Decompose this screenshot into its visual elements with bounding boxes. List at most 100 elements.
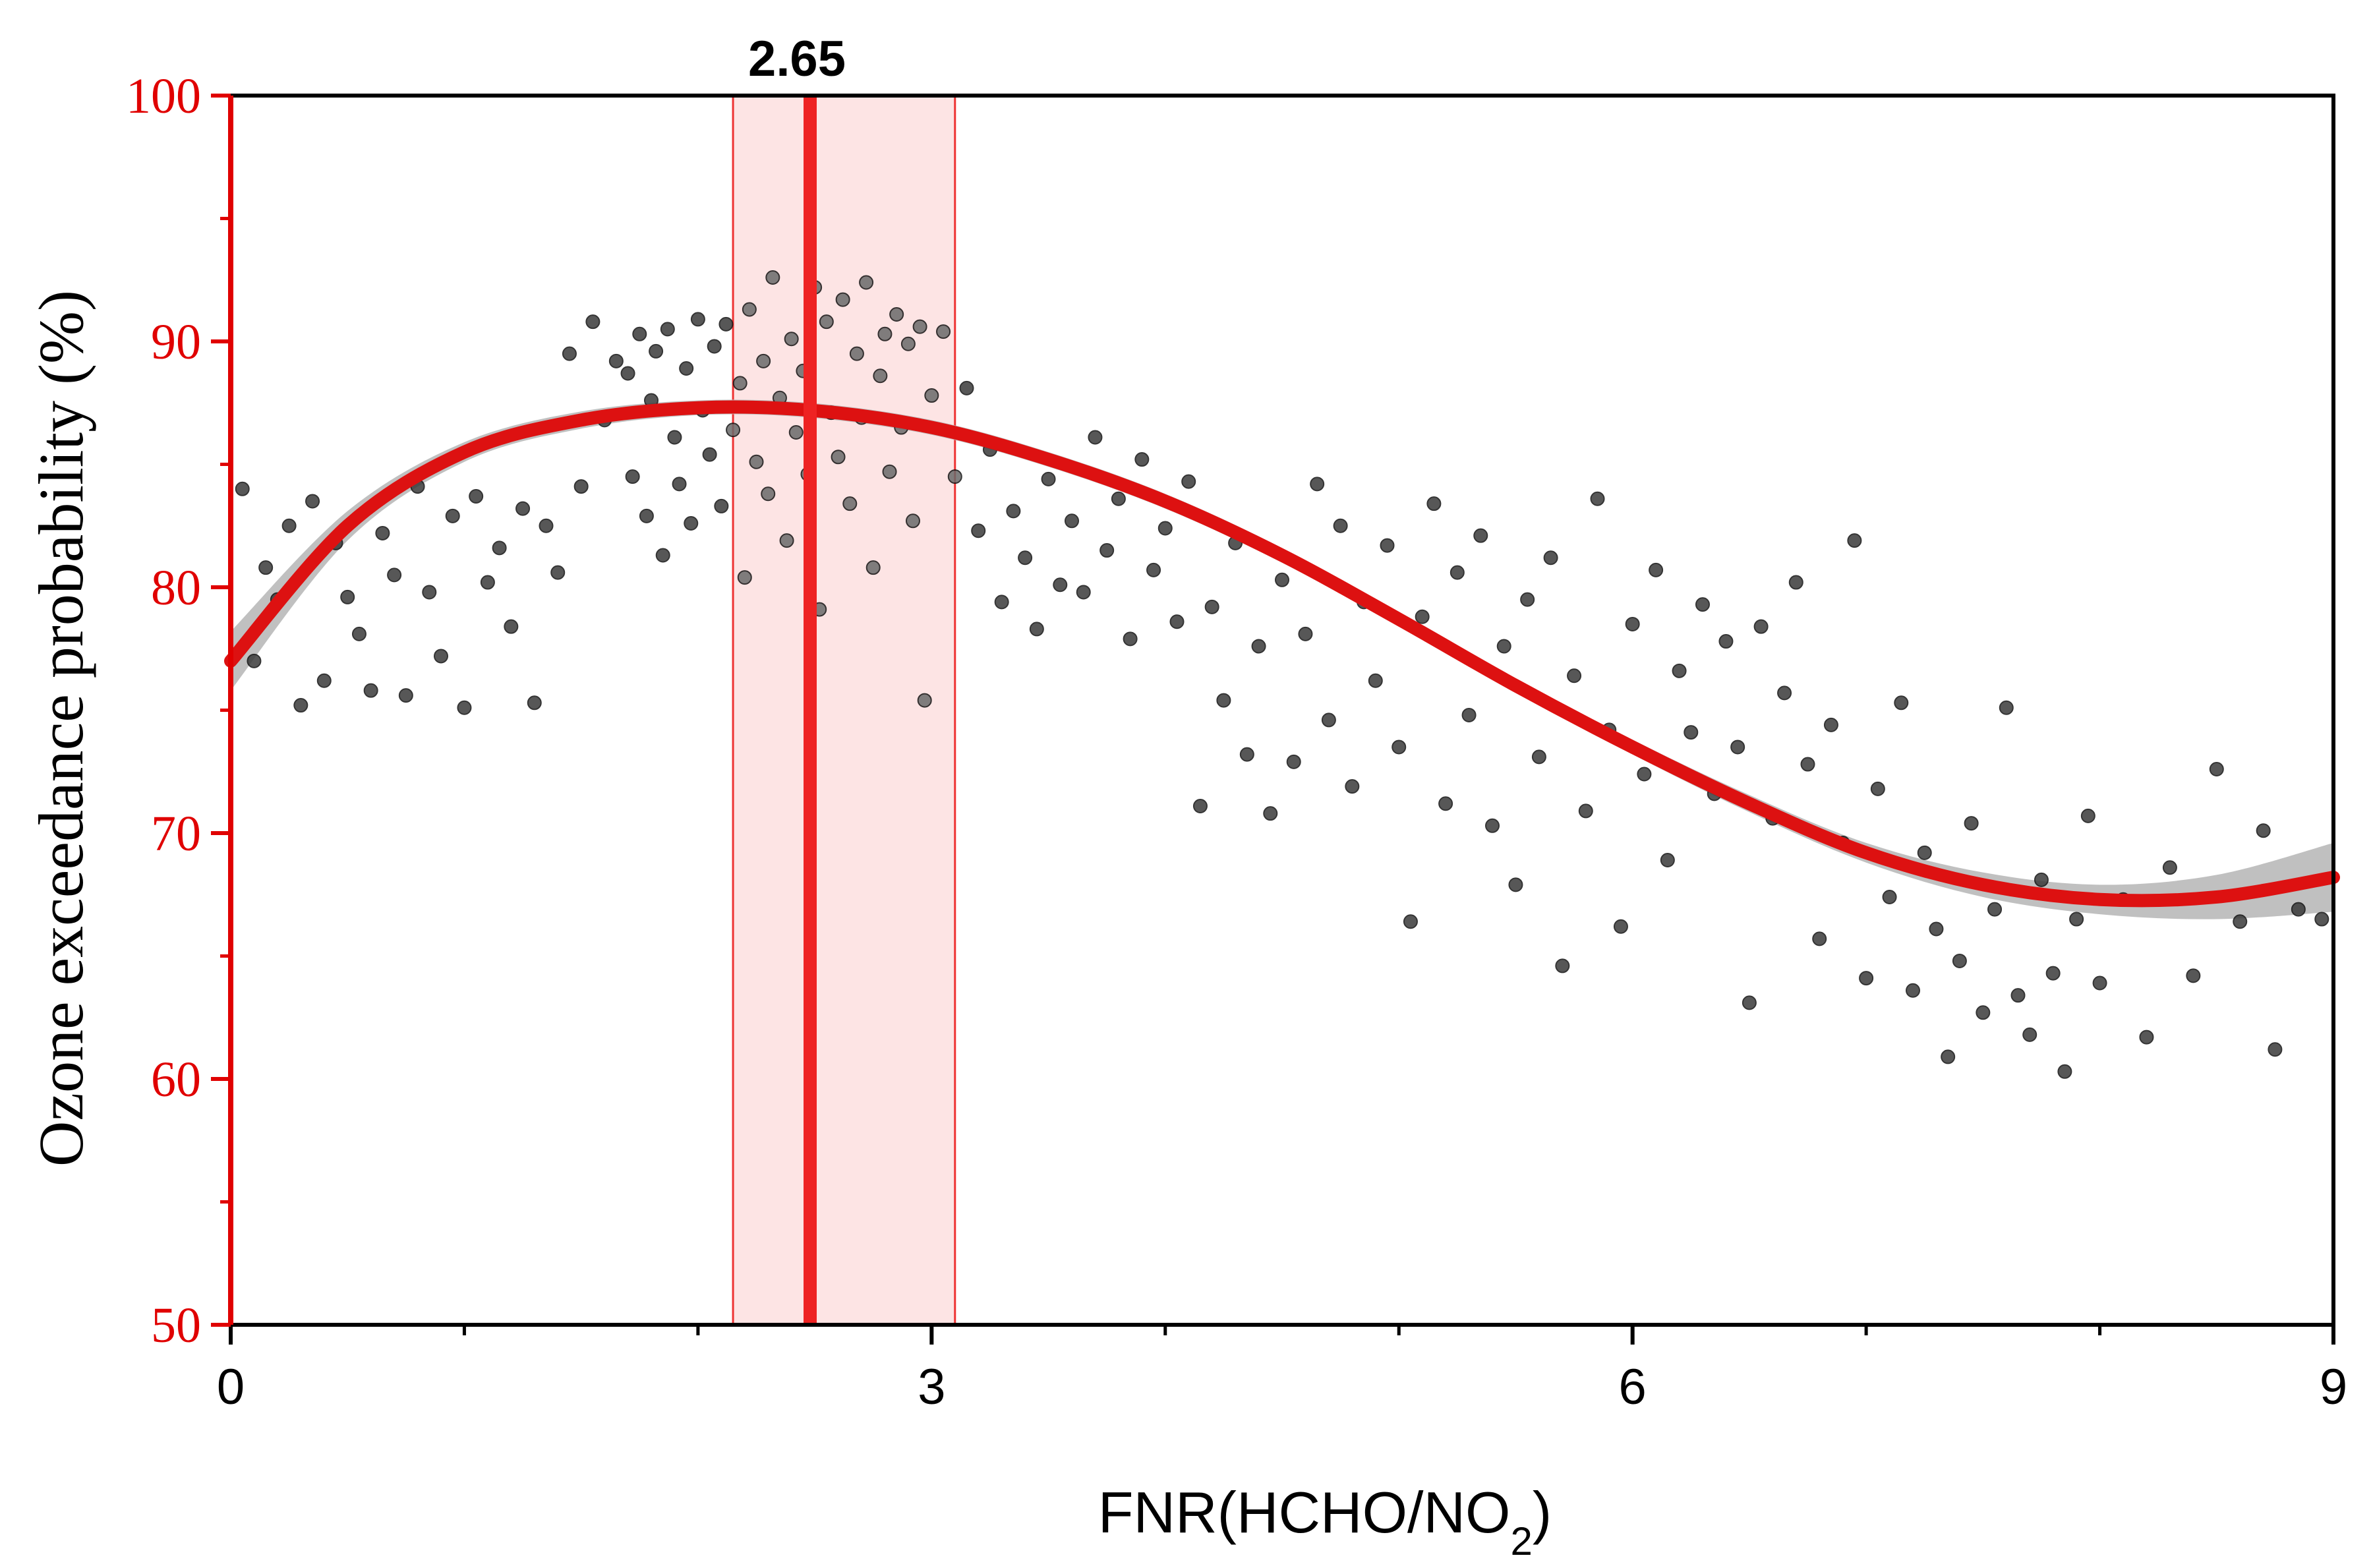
threshold-label: 2.65: [748, 31, 846, 87]
scatter-point: [1590, 491, 1605, 506]
scatter-point: [1461, 707, 1477, 722]
scatter-point: [480, 575, 495, 590]
scatter-point: [2034, 872, 2049, 887]
scatter-point: [2162, 860, 2177, 875]
scatter-point: [1531, 749, 1546, 765]
scatter-point: [1800, 757, 1815, 772]
scatter-point: [1684, 725, 1699, 740]
y-tick-label: 100: [126, 69, 201, 124]
scatter-point: [1298, 626, 1313, 641]
fit-curve: [224, 400, 2340, 908]
scatter-point: [562, 346, 577, 361]
scatter-point: [1053, 577, 1068, 593]
x-tick-label: 6: [1619, 1359, 1647, 1415]
scatter-point: [726, 422, 741, 438]
y-tick-label: 50: [151, 1298, 201, 1353]
scatter-point: [2139, 1030, 2154, 1045]
scatter-point: [2092, 975, 2107, 991]
scatter-point: [445, 508, 460, 523]
scatter-point: [835, 292, 850, 307]
scatter-point: [1333, 518, 1348, 533]
scatter-point: [515, 501, 531, 516]
scatter-point: [2233, 914, 2248, 929]
scatter-point: [1730, 740, 1745, 755]
scatter-point: [2069, 912, 2084, 927]
x-axis-title: FNR(HCHO/NO2): [1098, 1480, 1552, 1563]
scatter-point: [905, 513, 920, 529]
scatter-point: [873, 368, 888, 384]
scatter-point: [1181, 474, 1196, 489]
scatter-point: [936, 324, 951, 339]
scatter-point: [2209, 762, 2224, 777]
y-axis-ticks: 50 60 70 80 90 100: [126, 69, 231, 1353]
scatter-point: [1578, 803, 1593, 819]
scatter-point: [831, 450, 846, 465]
y-tick-label: 70: [151, 806, 201, 861]
scatter-point: [1450, 565, 1465, 580]
scatter-point: [539, 518, 554, 533]
scatter-point: [917, 693, 932, 708]
scatter-point: [1742, 995, 1757, 1010]
scatter-point: [947, 469, 962, 484]
scatter-point: [765, 270, 780, 285]
scatter-point: [900, 336, 916, 351]
scatter-point: [1929, 921, 1944, 937]
scatter-point: [882, 464, 897, 479]
x-axis-ticks: 0 3 6 9: [217, 1325, 2347, 1415]
scatter-point: [2010, 988, 2026, 1003]
scatter-point: [649, 343, 664, 359]
scatter-point: [375, 525, 390, 540]
scatter-point: [1870, 781, 1885, 796]
scatter-point: [2256, 823, 2271, 838]
scatter-point: [1368, 673, 1383, 688]
scatter-point: [1392, 740, 1407, 755]
scatter-point: [639, 508, 654, 523]
scatter-point: [585, 314, 601, 330]
scatter-point: [1718, 634, 1734, 649]
scatter-point: [527, 695, 542, 711]
scatter-point: [2080, 808, 2095, 823]
scatter-point: [1204, 599, 1219, 614]
scatter-point: [1157, 521, 1173, 536]
scatter-point: [1065, 513, 1079, 529]
scatter-point: [550, 565, 566, 580]
scatter-point: [1239, 747, 1254, 762]
scatter-point: [732, 376, 747, 391]
scatter-point: [2022, 1027, 2037, 1042]
scatter-point: [1321, 712, 1336, 728]
scatter-point: [340, 589, 355, 604]
scatter-point: [351, 626, 366, 641]
scatter-point: [1520, 592, 1535, 607]
scatter-point: [1473, 528, 1488, 543]
scatter-point: [1637, 767, 1652, 782]
scatter-point: [1976, 1005, 1991, 1020]
scatter-point: [1649, 562, 1664, 577]
scatter-point: [247, 653, 262, 668]
scatter-point: [434, 649, 448, 664]
scatter-point: [1777, 685, 1792, 701]
scatter-point: [1613, 919, 1628, 934]
scatter-point: [784, 332, 799, 347]
y-tick-label: 80: [151, 560, 201, 616]
scatter-point: [620, 366, 635, 381]
scatter-point: [457, 700, 472, 715]
scatter-point: [819, 314, 834, 330]
scatter-point: [877, 326, 893, 341]
scatter-point: [761, 486, 776, 502]
scatter-point: [2186, 968, 2201, 983]
x-tick-label: 3: [918, 1359, 945, 1415]
scatter-point: [1426, 496, 1442, 511]
scatter-point: [849, 346, 864, 361]
scatter-point: [2314, 912, 2329, 927]
y-tick-label: 60: [151, 1052, 201, 1107]
scatter-point: [1567, 668, 1582, 683]
scatter-point: [1917, 845, 1932, 860]
scatter-point: [1251, 639, 1266, 654]
scatter-point: [749, 454, 764, 469]
scatter-point: [667, 430, 682, 445]
scatter-point: [1508, 877, 1523, 892]
scatter-point: [660, 322, 675, 337]
scatter-point: [1415, 609, 1430, 624]
y-axis-title: Ozone exceedance probability (%): [26, 290, 96, 1167]
